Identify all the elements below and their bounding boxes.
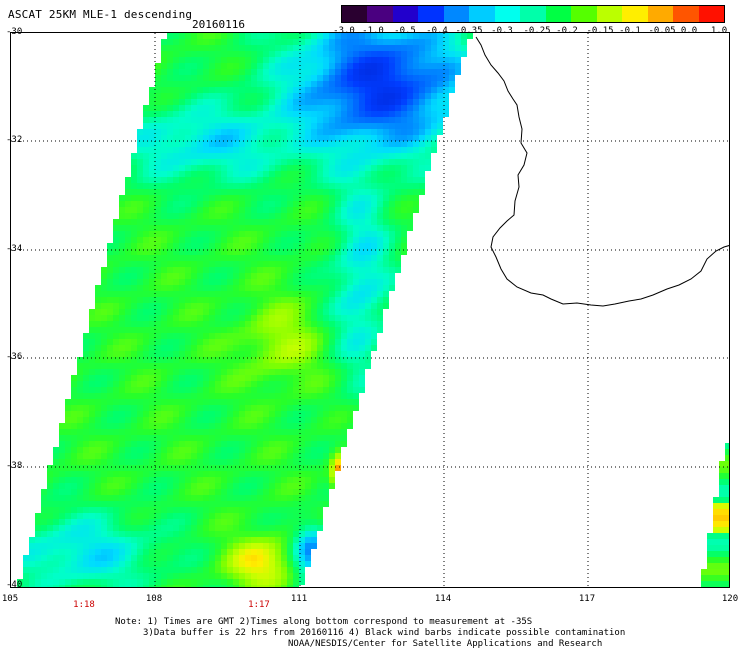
latitude-label: -30 xyxy=(6,27,23,37)
colorbar-segment xyxy=(392,6,419,22)
graticule xyxy=(11,33,729,587)
colorbar-segment xyxy=(367,6,393,22)
latitude-label: -38 xyxy=(6,461,23,471)
longitude-label: 117 xyxy=(578,594,596,604)
map-canvas xyxy=(11,33,729,587)
colorbar-segment xyxy=(545,6,572,22)
colorbar-segment xyxy=(698,6,725,22)
colorbar-segment xyxy=(443,6,470,22)
colorbar-segment xyxy=(571,6,597,22)
colorbar-label: -3.0 xyxy=(333,26,355,36)
latitude-label: -40 xyxy=(6,580,23,590)
colorbar-label: 0.0 xyxy=(680,26,698,36)
note-line-1: Note: 1) Times are GMT 2)Times along bot… xyxy=(115,617,533,627)
latitude-label: -32 xyxy=(6,135,23,145)
colorbar-label: -0.5 xyxy=(394,26,416,36)
colorbar-label: -0.3 xyxy=(491,26,513,36)
colorbar-label: -0.2 xyxy=(556,26,578,36)
colorbar-segment xyxy=(520,6,546,22)
colorbar-label: -0.35 xyxy=(455,26,483,36)
colorbar xyxy=(341,5,725,23)
time-label-left: 1:18 xyxy=(73,600,95,610)
colorbar-segment xyxy=(673,6,699,22)
colorbar-label: -0.15 xyxy=(586,26,614,36)
colorbar-label: -0.1 xyxy=(619,26,641,36)
note-line-2: 3)Data buffer is 22 hrs from 20160116 4)… xyxy=(143,628,626,638)
time-label-right: 1:17 xyxy=(248,600,270,610)
latitude-label: -34 xyxy=(6,244,23,254)
latitude-label: -36 xyxy=(6,352,23,362)
note-line-3: NOAA/NESDIS/Center for Satellite Applica… xyxy=(288,639,603,649)
coastline xyxy=(475,36,729,307)
map-panel xyxy=(10,32,730,588)
colorbar-segment xyxy=(469,6,495,22)
colorbar-segment xyxy=(647,6,674,22)
colorbar-segment xyxy=(342,6,368,22)
colorbar-segment xyxy=(494,6,521,22)
colorbar-segment xyxy=(418,6,444,22)
colorbar-segment xyxy=(596,6,623,22)
colorbar-label: -0.25 xyxy=(523,26,551,36)
colorbar-label: -1.0 xyxy=(362,26,384,36)
colorbar-label: 1.0 xyxy=(710,26,728,36)
swath-east xyxy=(701,443,729,587)
colorbar-label: -0.4 xyxy=(426,26,448,36)
swath-main xyxy=(17,33,473,587)
product-date: 20160116 xyxy=(192,18,245,31)
longitude-label: 111 xyxy=(290,594,308,604)
longitude-label: 105 xyxy=(1,594,19,604)
longitude-label: 114 xyxy=(434,594,452,604)
colorbar-label: -0.05 xyxy=(648,26,676,36)
product-title: ASCAT 25KM MLE-1 descending xyxy=(8,8,193,21)
longitude-label: 108 xyxy=(145,594,163,604)
longitude-label: 120 xyxy=(721,594,739,604)
colorbar-segment xyxy=(622,6,648,22)
